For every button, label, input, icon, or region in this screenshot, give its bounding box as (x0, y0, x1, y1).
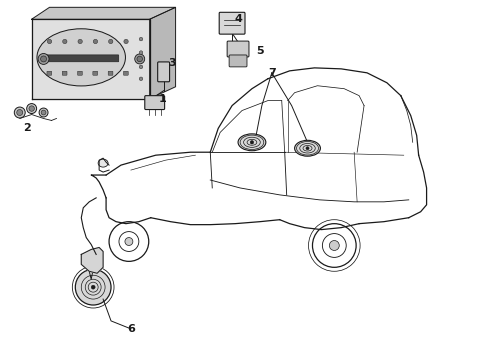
FancyBboxPatch shape (108, 71, 113, 75)
Text: 3: 3 (169, 58, 176, 68)
Circle shape (14, 107, 25, 118)
Ellipse shape (238, 134, 266, 151)
Circle shape (48, 39, 52, 44)
Circle shape (139, 51, 143, 54)
Text: 4: 4 (234, 14, 242, 24)
Circle shape (139, 65, 143, 69)
Circle shape (26, 104, 37, 113)
Circle shape (329, 240, 339, 251)
Circle shape (78, 39, 82, 44)
Circle shape (38, 54, 49, 64)
Circle shape (63, 39, 67, 44)
FancyBboxPatch shape (47, 71, 52, 75)
Ellipse shape (294, 140, 320, 156)
FancyBboxPatch shape (219, 12, 245, 34)
Circle shape (139, 77, 143, 81)
FancyBboxPatch shape (123, 71, 128, 75)
Circle shape (139, 37, 143, 41)
Circle shape (91, 285, 95, 289)
Circle shape (39, 108, 48, 117)
Text: 2: 2 (23, 123, 30, 134)
Ellipse shape (37, 29, 125, 86)
FancyBboxPatch shape (41, 55, 119, 62)
Circle shape (109, 39, 113, 44)
Polygon shape (81, 247, 103, 273)
Circle shape (250, 140, 254, 144)
Text: 6: 6 (127, 324, 135, 334)
FancyBboxPatch shape (77, 71, 82, 75)
Circle shape (124, 39, 128, 44)
Ellipse shape (98, 159, 108, 167)
FancyBboxPatch shape (145, 96, 165, 109)
Circle shape (137, 56, 143, 62)
Text: 1: 1 (159, 94, 167, 104)
FancyBboxPatch shape (62, 71, 67, 75)
FancyBboxPatch shape (227, 41, 249, 57)
Polygon shape (32, 19, 149, 99)
Text: 7: 7 (268, 68, 276, 78)
Circle shape (125, 238, 133, 246)
FancyBboxPatch shape (229, 55, 247, 67)
FancyBboxPatch shape (93, 71, 98, 75)
Circle shape (29, 106, 34, 111)
Circle shape (135, 54, 145, 64)
Circle shape (306, 147, 309, 150)
FancyBboxPatch shape (158, 62, 170, 82)
Circle shape (93, 39, 98, 44)
Circle shape (75, 269, 111, 305)
Polygon shape (32, 7, 175, 19)
Polygon shape (149, 7, 175, 99)
Circle shape (17, 109, 23, 116)
Circle shape (41, 110, 46, 115)
Circle shape (41, 56, 47, 62)
Text: 5: 5 (256, 46, 264, 56)
